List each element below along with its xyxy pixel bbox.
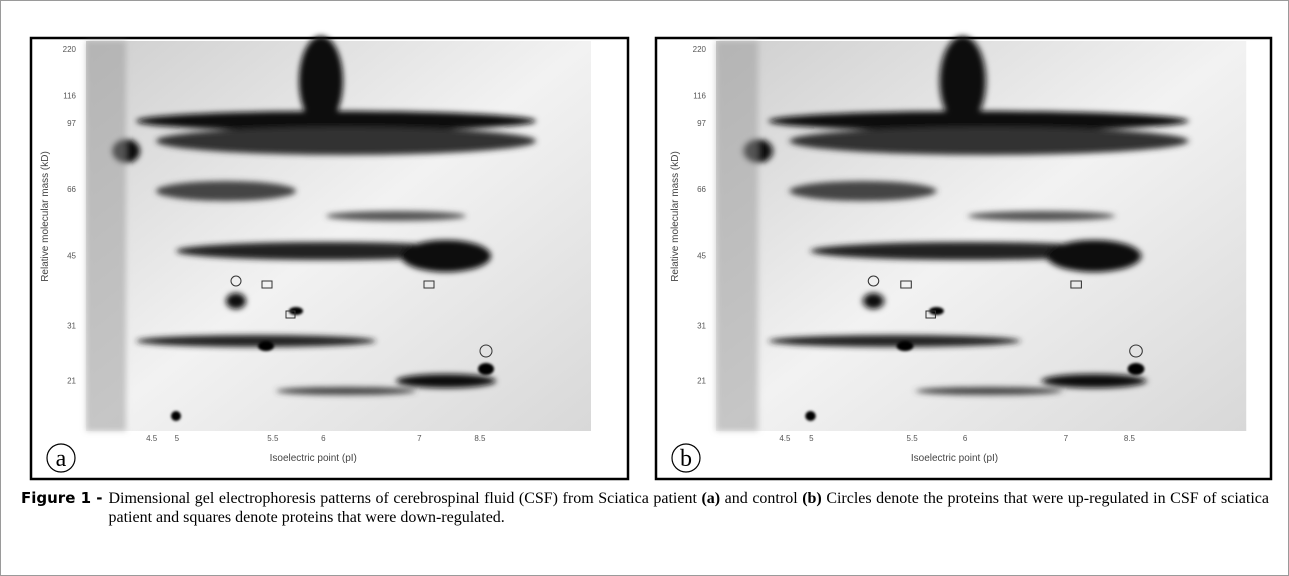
caption-label: Figure 1 - bbox=[21, 489, 103, 507]
panel-label-circle bbox=[671, 443, 701, 473]
y-tick-label: 116 bbox=[63, 92, 76, 101]
y-axis-label: Relative molecular mass (kD) bbox=[40, 151, 51, 282]
panel-label: b bbox=[680, 446, 692, 472]
caption-part: (b) bbox=[802, 490, 822, 507]
y-tick-label: 97 bbox=[67, 119, 76, 128]
panel-b: 4.5 5 5.5 6 7 8.5 220 116 97 66 45 31 21 Isoelectric … bbox=[654, 36, 1273, 481]
y-tick-label: 66 bbox=[67, 185, 76, 194]
y-tick-label: 45 bbox=[697, 252, 706, 261]
y-axis-label: Relative molecular mass (kD) bbox=[670, 151, 681, 282]
y-tick-label: 21 bbox=[697, 376, 706, 385]
caption-part: and control bbox=[720, 490, 803, 507]
panel-label: a bbox=[56, 446, 67, 472]
y-tick-label: 21 bbox=[67, 376, 76, 385]
figure: 4.5 5 5.5 6 7 8.5 220 116 97 66 45 31 21 Isoelectric … bbox=[29, 1, 1273, 481]
x-tick-label: 5 bbox=[809, 434, 814, 443]
x-tick-label: 7 bbox=[1064, 434, 1069, 443]
x-axis-label: Isoelectric point (pI) bbox=[911, 453, 998, 464]
y-tick-label: 97 bbox=[697, 119, 706, 128]
panel-a: 4.5 5 5.5 6 7 8.5 220 116 97 66 45 31 21 Isoelectric … bbox=[29, 36, 630, 481]
x-tick-label: 8.5 bbox=[474, 434, 486, 443]
caption-part: Circles denote the proteins that were up… bbox=[108, 490, 1270, 526]
x-tick-label: 7 bbox=[417, 434, 422, 443]
caption-part: (a) bbox=[701, 490, 721, 507]
y-tick-label: 45 bbox=[67, 252, 76, 261]
x-tick-label: 6 bbox=[321, 434, 326, 443]
caption-part: Dimensional gel electrophoresis patterns… bbox=[108, 490, 702, 507]
x-axis-label: Isoelectric point (pI) bbox=[270, 453, 357, 464]
y-tick-label: 220 bbox=[63, 45, 77, 54]
y-tick-label: 31 bbox=[67, 322, 76, 331]
y-tick-label: 220 bbox=[693, 45, 707, 54]
x-tick-label: 4.5 bbox=[779, 434, 791, 443]
caption: Figure 1 - Dimensional gel electrophores… bbox=[21, 489, 1269, 527]
x-tick-label: 5.5 bbox=[907, 434, 919, 443]
caption-text: Dimensional gel electrophoresis patterns… bbox=[108, 489, 1269, 527]
panel-label-circle bbox=[46, 443, 76, 473]
y-tick-label: 116 bbox=[693, 92, 706, 101]
y-tick-label: 31 bbox=[697, 322, 706, 331]
x-tick-label: 5 bbox=[175, 434, 180, 443]
x-tick-label: 5.5 bbox=[267, 434, 279, 443]
x-tick-label: 8.5 bbox=[1124, 434, 1136, 443]
x-tick-label: 6 bbox=[963, 434, 968, 443]
x-tick-label: 4.5 bbox=[146, 434, 158, 443]
y-tick-label: 66 bbox=[697, 185, 706, 194]
